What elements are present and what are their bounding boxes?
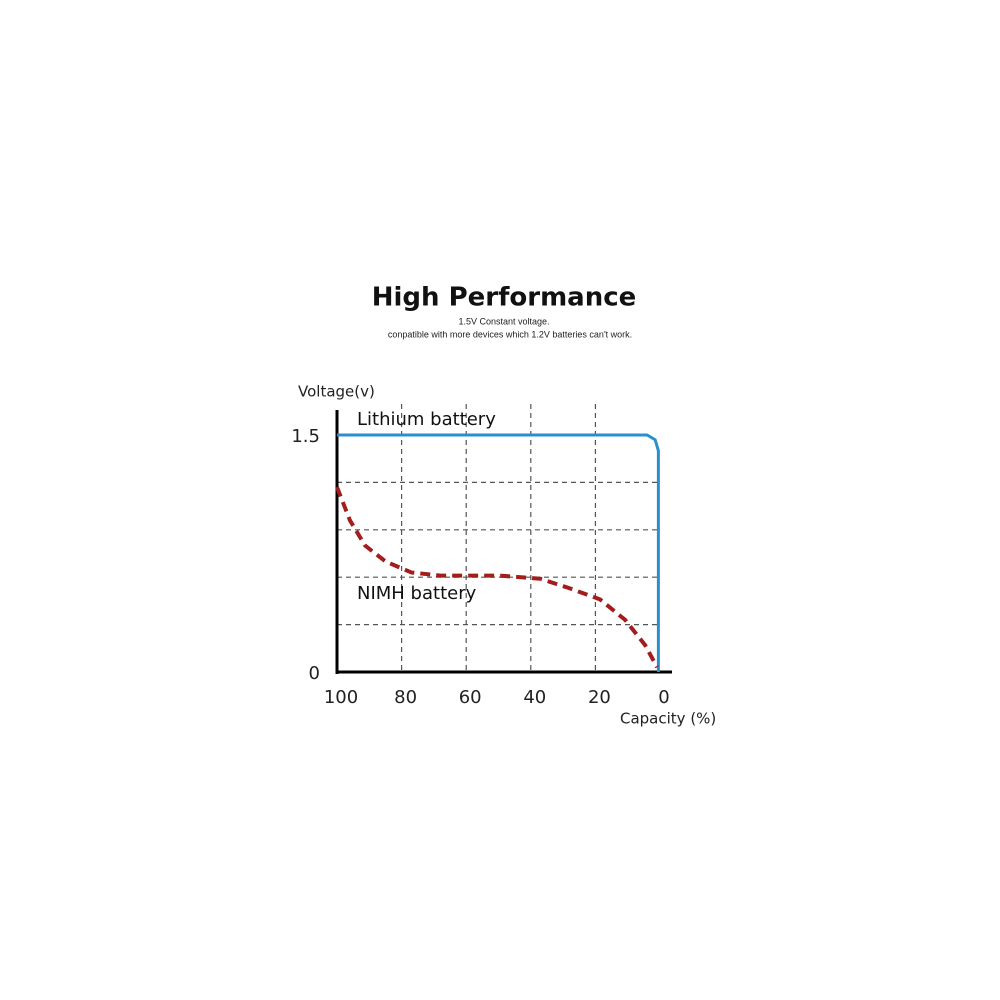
x-tick-label: 0 bbox=[658, 687, 669, 708]
x-tick-label: 80 bbox=[394, 687, 417, 708]
x-tick-label: 20 bbox=[588, 687, 611, 708]
y-tick-label: 0 bbox=[309, 663, 320, 684]
y-axis-label: Voltage(v) bbox=[298, 383, 375, 401]
series-line bbox=[335, 486, 659, 669]
series-label: NIMH battery bbox=[357, 583, 477, 604]
series-line bbox=[337, 433, 660, 672]
series-label: Lithium battery bbox=[357, 409, 496, 430]
subtitle: 1.5V Constant voltage. bbox=[458, 316, 549, 326]
y-tick-label: 1.5 bbox=[291, 426, 320, 447]
x-tick-label: 40 bbox=[523, 687, 546, 708]
x-tick-label: 60 bbox=[459, 687, 482, 708]
chart-title: High Performance bbox=[372, 283, 637, 313]
x-tick-label: 100 bbox=[324, 687, 358, 708]
x-axis-label: Capacity (%) bbox=[620, 710, 716, 728]
subtitle: conpatible with more devices which 1.2V … bbox=[388, 329, 632, 339]
